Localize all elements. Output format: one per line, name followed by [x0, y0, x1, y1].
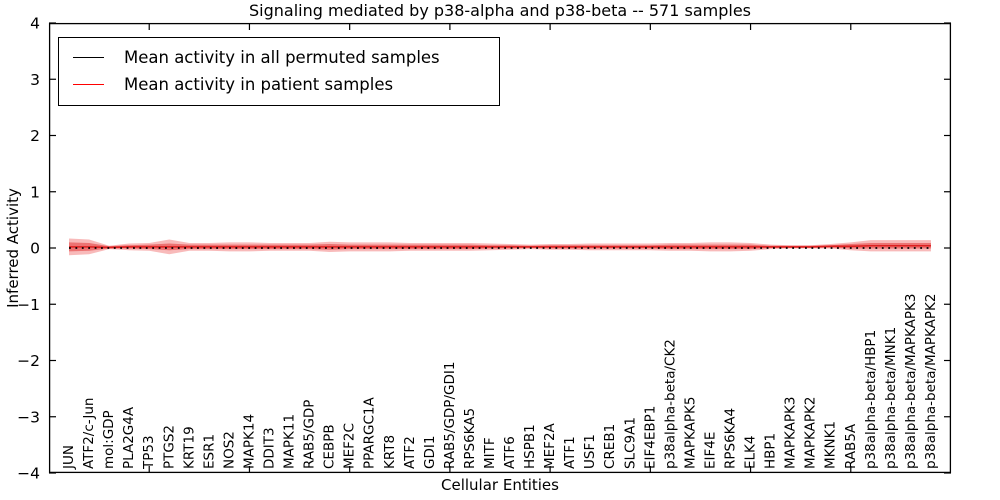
- x-category-label: CEBPB: [322, 424, 338, 469]
- x-category-label: KRT8: [382, 435, 398, 469]
- x-category-label: NOS2: [221, 431, 237, 469]
- x-category-label: KRT19: [181, 426, 197, 469]
- y-tick-label: 4: [30, 15, 40, 33]
- x-category-label: EIF4EBP1: [642, 406, 658, 469]
- x-category-label: ATF1: [562, 436, 578, 469]
- x-category-label: ATF6: [502, 436, 518, 469]
- plot-area: 4 3 2 1 0 −1 −2 −3 −4 JUN ATF2/c-Jun mol:GDP PLA2G4A…: [17, 15, 952, 483]
- x-category-label: mol:GDP: [101, 410, 117, 469]
- y-tick-label: 1: [30, 183, 40, 201]
- legend-entry-permuted: Mean activity in all permuted samples: [73, 44, 489, 71]
- y-axis-label: Inferred Activity: [4, 188, 22, 308]
- x-category-label: MAPK14: [241, 414, 257, 469]
- x-category-label: TP53: [141, 435, 157, 470]
- x-category-label: MEF2A: [542, 422, 558, 469]
- x-category-label: HSPB1: [522, 424, 538, 469]
- x-category-label: RPS6KA5: [462, 408, 478, 469]
- axes-frame: [48, 22, 952, 474]
- legend: Mean activity in all permuted samples Me…: [58, 37, 500, 106]
- y-tick-label: −1: [17, 296, 40, 314]
- x-category-label: MEF2C: [342, 423, 358, 469]
- x-category-label: MAPKAPK3: [783, 397, 799, 469]
- x-category-label: RAB5/GDP/GDI1: [442, 362, 458, 469]
- x-axis-label: Cellular Entities: [441, 476, 559, 494]
- x-category-label: ATF2: [402, 436, 418, 469]
- x-category-label: GDI1: [422, 436, 438, 469]
- x-category-label: p38alpha-beta/HBP1: [863, 330, 879, 469]
- x-category-label: ATF2/c-Jun: [81, 398, 97, 469]
- x-category-label: DDIT3: [261, 427, 277, 469]
- x-category-label: MAPKAPK5: [682, 397, 698, 469]
- x-category-label: USF1: [582, 434, 598, 469]
- x-category-label: MAPK11: [282, 414, 298, 469]
- y-tick-label: −3: [17, 408, 40, 426]
- x-category-label: PTGS2: [161, 425, 177, 469]
- x-category-label: RPS6KA4: [723, 408, 739, 469]
- x-category-label: CREB1: [602, 424, 618, 469]
- x-category-label: HBP1: [763, 433, 779, 469]
- chart-title: Signaling mediated by p38-alpha and p38-…: [248, 1, 751, 20]
- y-tick-label: 0: [30, 240, 40, 258]
- x-category-label: p38alpha-beta/CK2: [662, 339, 678, 469]
- x-category-label: p38alpha-beta/MNK1: [883, 327, 899, 469]
- x-category-label: RAB5A: [843, 423, 859, 469]
- x-category-label: MAPKAPK2: [803, 397, 819, 469]
- patient-mean-line: [69, 244, 931, 249]
- legend-entry-patient: Mean activity in patient samples: [73, 71, 489, 98]
- legend-entry-label: Mean activity in patient samples: [124, 75, 394, 94]
- y-tick-label: −2: [17, 352, 40, 370]
- x-category-label: JUN: [61, 445, 77, 470]
- x-category-label: p38alpha-beta/MAPKAPK2: [923, 294, 939, 470]
- x-category-label: EIF4E: [702, 432, 718, 469]
- legend-entry-label: Mean activity in all permuted samples: [124, 48, 440, 67]
- legend-line-sample-black: [73, 57, 104, 58]
- y-tick-label: 2: [30, 127, 40, 145]
- x-category-label: PPARGC1A: [362, 396, 378, 469]
- x-category-label: MKNK1: [823, 421, 839, 469]
- x-category-label: MITF: [482, 437, 498, 469]
- x-category-label: SLC9A1: [622, 417, 638, 469]
- x-category-label: RAB5/GDP: [302, 400, 318, 469]
- x-category-label: PLA2G4A: [121, 406, 137, 469]
- x-category-label: ESR1: [201, 434, 217, 469]
- y-tick-label: −4: [17, 465, 40, 483]
- y-tick-label: 3: [30, 71, 40, 89]
- x-category-label: ELK4: [743, 436, 759, 470]
- x-category-label: p38alpha-beta/MAPKAPK3: [903, 294, 919, 470]
- legend-line-sample-red: [73, 84, 104, 85]
